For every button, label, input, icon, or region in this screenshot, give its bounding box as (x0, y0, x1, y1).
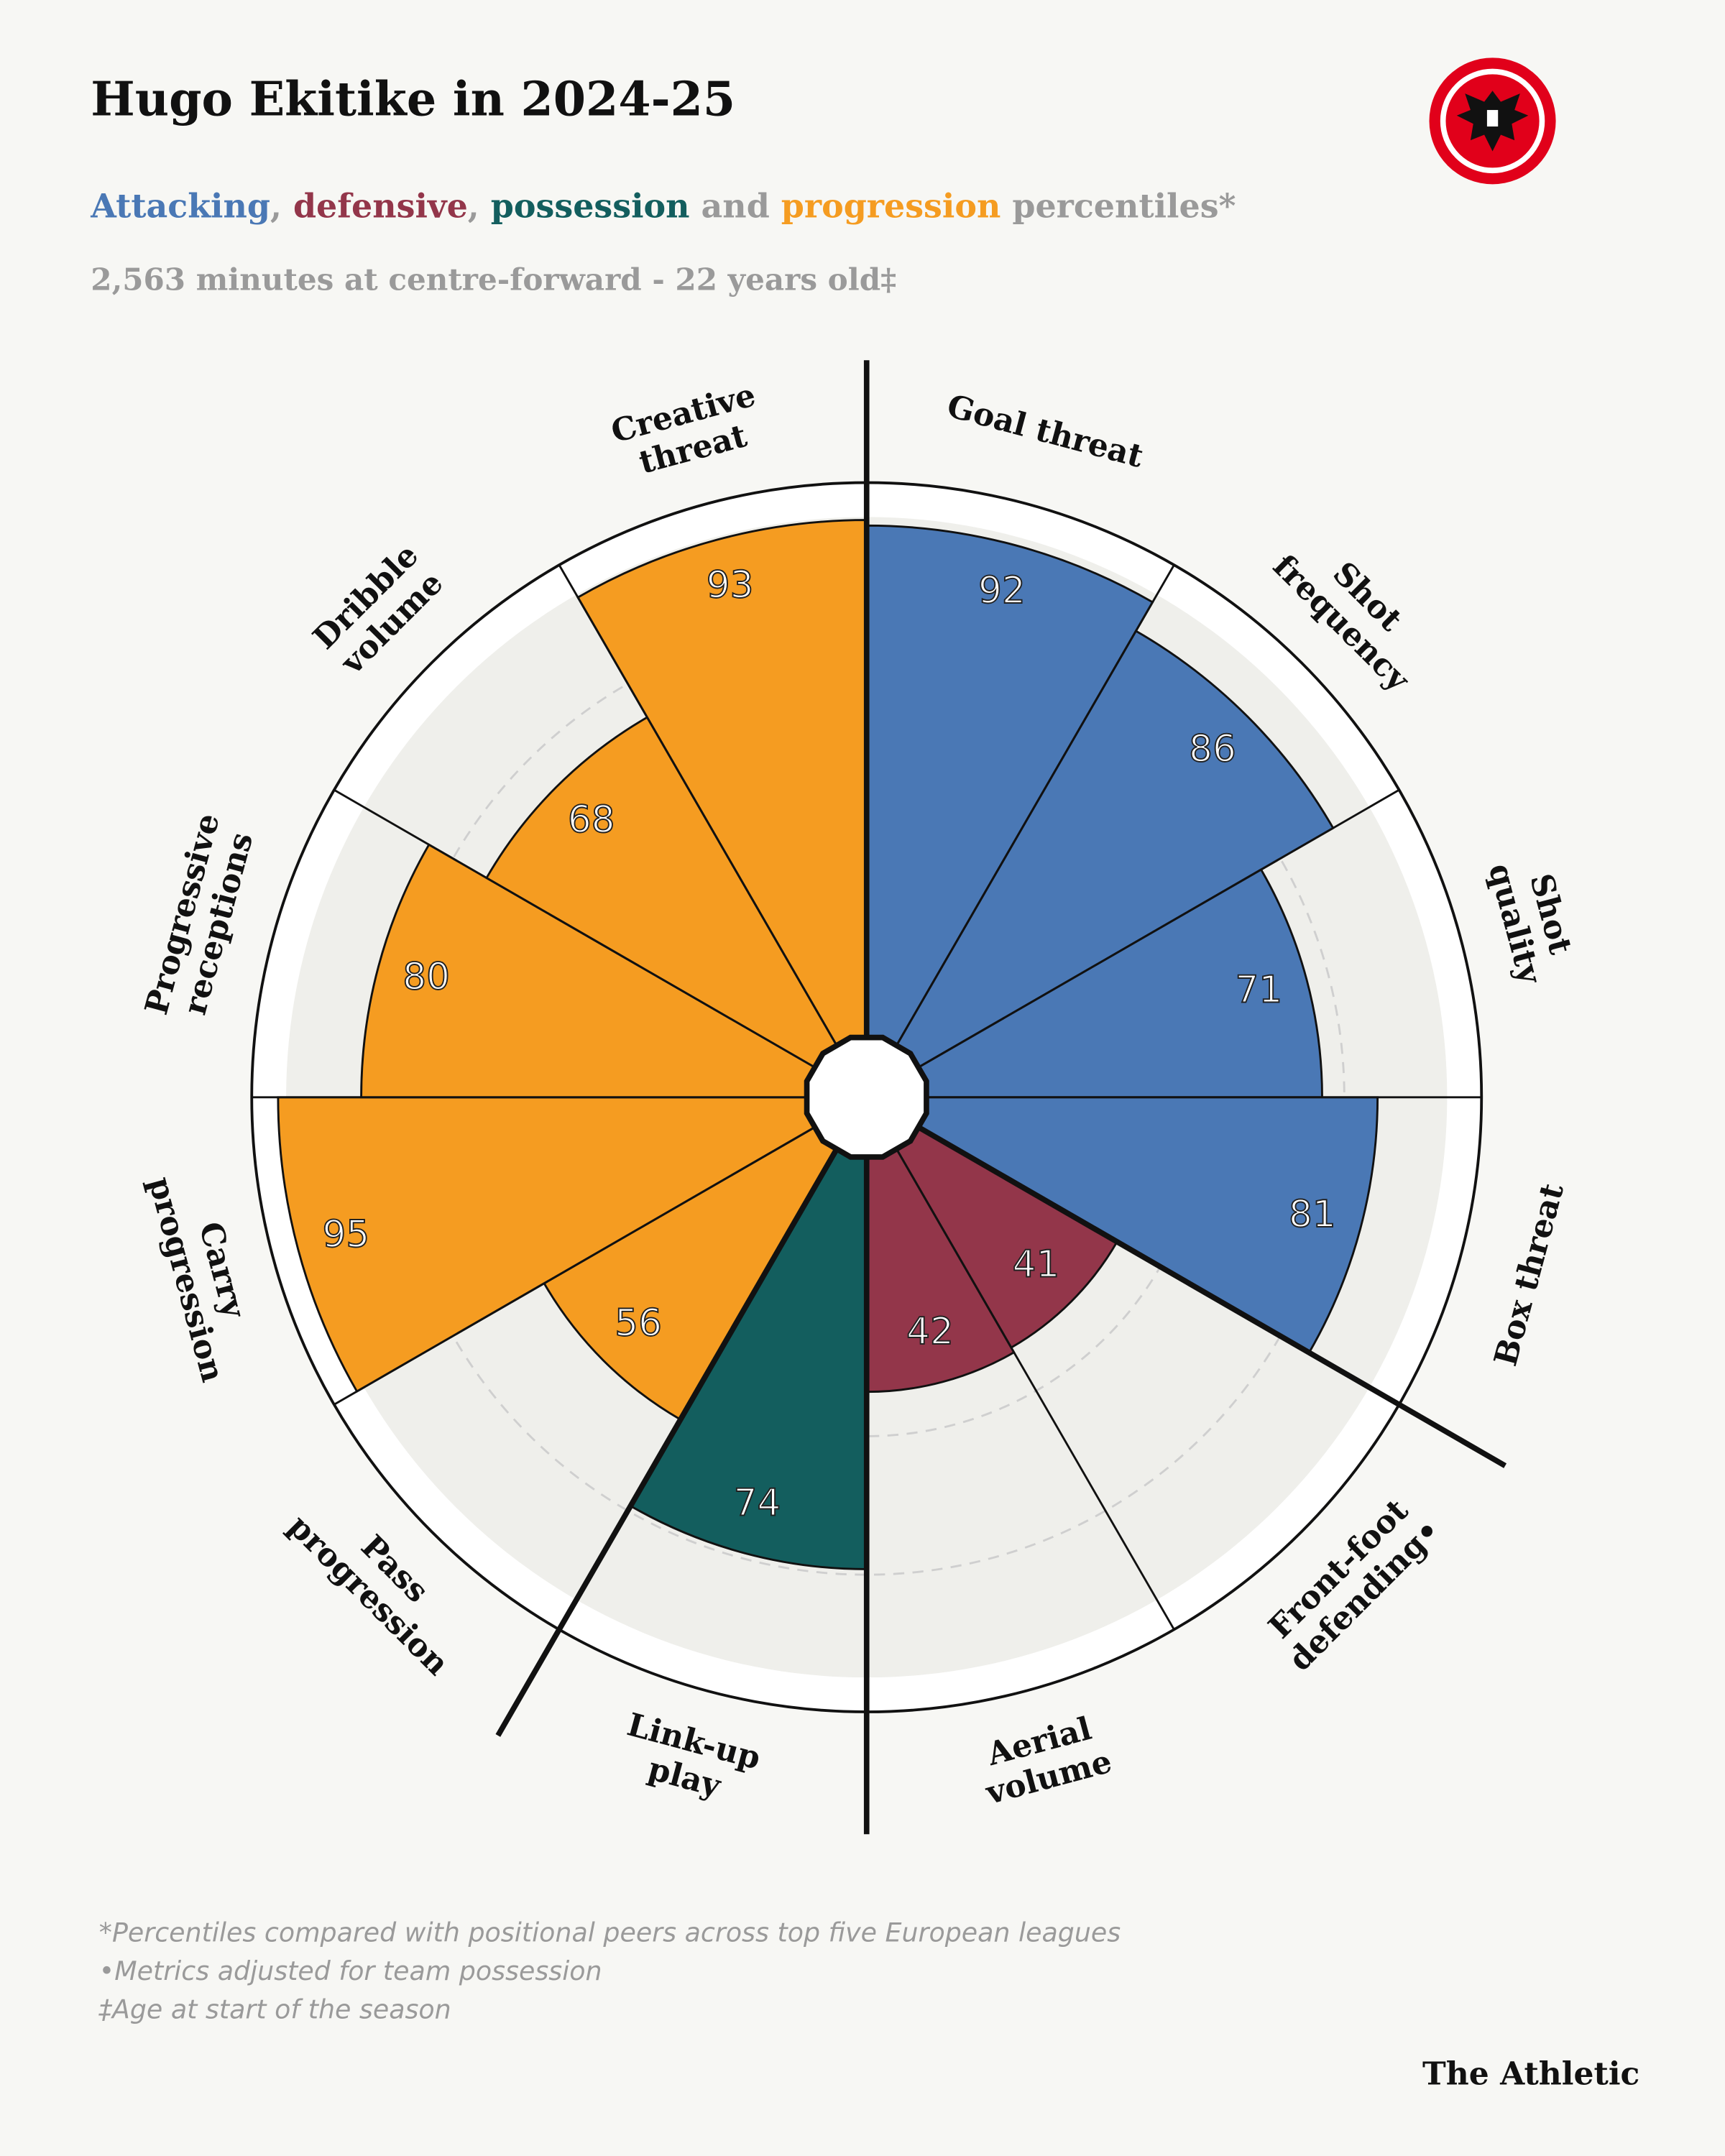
value-label: 68 (568, 798, 615, 842)
subtitle-part: , (270, 186, 293, 225)
subtitle: Attacking, defensive, possession and pro… (90, 186, 1236, 225)
center-hole (804, 1034, 929, 1160)
info: 2,563 minutes at centre-forward - 22 yea… (91, 262, 896, 298)
footnote: ‡Age at start of the season (98, 1994, 451, 2025)
group-divider (865, 1095, 1507, 1468)
spoke (558, 564, 868, 1098)
slice (277, 1096, 871, 1393)
value-label: 42 (906, 1310, 954, 1353)
value-label: 74 (734, 1482, 781, 1525)
slice (484, 716, 870, 1100)
value-label: 86 (1189, 728, 1236, 771)
club-logo (1429, 57, 1556, 185)
value-label: 41 (1013, 1243, 1060, 1286)
value-label: 95 (322, 1213, 369, 1256)
subtitle-part: progression (781, 186, 1001, 225)
slice (862, 1096, 1379, 1355)
subtitle-part: and (690, 186, 781, 225)
footnote: •Metrics adjusted for team possession (99, 1955, 602, 1986)
title: Hugo Ekitike in 2024-25 (91, 73, 735, 127)
subtitle-part: , (468, 186, 491, 225)
value-label: 56 (615, 1302, 662, 1345)
subtitle-part: defensive (293, 186, 468, 225)
slice (865, 1093, 1016, 1393)
subtitle-part: possession (491, 186, 690, 225)
value-label: 71 (1235, 969, 1282, 1012)
value-label: 93 (707, 564, 754, 607)
spoke (865, 564, 1175, 1098)
slice (576, 519, 868, 1102)
slice (865, 524, 1154, 1102)
group-divider (495, 1095, 870, 1737)
spoke (866, 788, 1400, 1099)
value-label: 92 (978, 569, 1026, 612)
subtitle-part: percentiles* (1000, 186, 1236, 225)
footnote: *Percentiles compared with positional pe… (99, 1917, 1121, 1948)
spoke (865, 1097, 1175, 1631)
value-label: 81 (1289, 1193, 1336, 1236)
slice (543, 1094, 870, 1422)
slice (360, 843, 871, 1099)
slice (863, 630, 1335, 1100)
slice (863, 1094, 1119, 1350)
brand: The Athletic (1422, 2056, 1639, 2093)
slice (629, 1093, 868, 1570)
subtitle-part: Attacking (90, 186, 270, 225)
slice (862, 868, 1323, 1099)
spoke (334, 1096, 868, 1406)
spoke (334, 788, 868, 1099)
value-label: 80 (402, 956, 450, 999)
